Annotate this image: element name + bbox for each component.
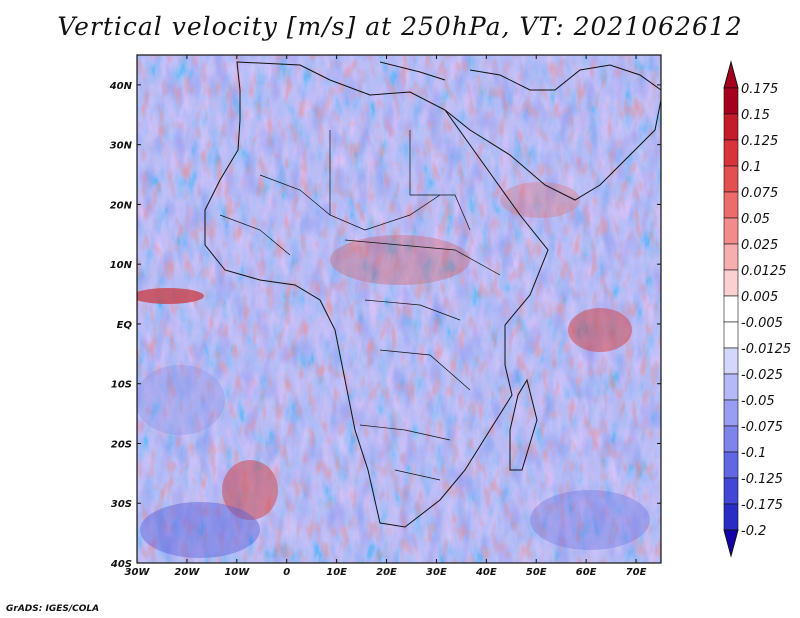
y-tick-label: 40N: [109, 81, 133, 92]
country-borders: [219, 130, 501, 481]
colorbar-swatch: [723, 191, 739, 219]
colorbar-label: 0.005: [741, 290, 778, 305]
x-tick-label: 10W: [224, 567, 250, 578]
colorbar-label: 0.025: [741, 238, 778, 253]
colorbar-label: -0.075: [741, 420, 783, 435]
colorbar-swatch: [723, 477, 739, 505]
colorbar-label: 0.15: [741, 108, 770, 123]
y-tick-label: 30S: [111, 499, 132, 510]
x-tick-label: 20W: [174, 567, 200, 578]
y-tick-label: 10S: [111, 380, 132, 391]
colorbar-label: -0.2: [741, 524, 766, 539]
x-tick-label: 20E: [376, 567, 397, 578]
colorbar-label: -0.175: [741, 498, 783, 513]
velocity-field: [137, 55, 661, 563]
colorbar-swatch: [723, 217, 739, 245]
x-tick-label: 60E: [576, 567, 597, 578]
colorbar-swatch: [723, 321, 739, 349]
colorbar-swatch: [723, 165, 739, 193]
colorbar-label: -0.005: [741, 316, 783, 331]
colorbar-label: -0.125: [741, 472, 783, 487]
colorbar-label: 0.125: [741, 134, 778, 149]
colorbar-label: 0.1: [741, 160, 762, 175]
coastlines: [204, 61, 661, 528]
colorbar-label: -0.05: [741, 394, 775, 409]
colorbar-swatch: [723, 139, 739, 167]
colorbar-label: 0.075: [741, 186, 778, 201]
x-tick-label: 30W: [125, 567, 151, 578]
y-tick-label: EQ: [117, 320, 133, 331]
x-axis: 30W 20W 10W 0 10E 20E 30E 40E 50E 60E 70E: [125, 55, 647, 578]
colorbar-label: 0.05: [741, 212, 770, 227]
x-tick-label: 30E: [426, 567, 447, 578]
x-tick-label: 10E: [326, 567, 347, 578]
colorbar-swatch: [723, 243, 739, 271]
colorbar-label: -0.0125: [741, 342, 791, 357]
y-tick-label: 30N: [110, 141, 133, 152]
y-axis: 40N 30N 20N 10N EQ 10S 20S 30S 40S: [109, 81, 661, 570]
map-title: Vertical velocity [m/s] at 250hPa, VT: 2…: [57, 12, 743, 41]
colorbar-swatch: [723, 373, 739, 401]
y-tick-label: 20N: [110, 200, 133, 211]
colorbar-swatch: [723, 425, 739, 453]
colorbar-swatch: [723, 347, 739, 375]
x-tick-label: 50E: [526, 567, 547, 578]
plot-frame: [136, 54, 662, 564]
colorbar-label: -0.025: [741, 368, 783, 383]
colorbar: 0.175 0.15 0.125 0.1 0.075 0.05 0.025 0.0125 0.0…: [723, 60, 791, 558]
colorbar-swatch: [723, 295, 739, 323]
colorbar-swatch: [723, 399, 739, 427]
y-tick-label: 10N: [110, 260, 133, 271]
colorbar-top-arrow: [723, 60, 739, 89]
y-tick-label: 20S: [111, 439, 132, 450]
colorbar-swatch: [723, 113, 739, 141]
colorbar-label: 0.175: [741, 82, 778, 97]
colorbar-label: -0.1: [741, 446, 766, 461]
x-tick-label: 40E: [475, 567, 497, 578]
credit-label: GrADS: IGES/COLA: [6, 604, 100, 614]
colorbar-label: 0.0125: [741, 264, 787, 279]
colorbar-swatch: [723, 87, 739, 115]
x-tick-label: 0: [283, 567, 290, 578]
colorbar-swatch: [723, 269, 739, 297]
colorbar-swatch: [723, 451, 739, 479]
y-tick-label: 40S: [110, 559, 132, 570]
colorbar-swatch: [723, 503, 739, 531]
colorbar-bottom-arrow: [723, 529, 739, 558]
x-tick-label: 70E: [626, 567, 647, 578]
